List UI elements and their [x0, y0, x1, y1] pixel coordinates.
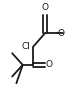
Text: O: O — [57, 29, 64, 38]
Text: O: O — [46, 60, 53, 69]
Text: Cl: Cl — [21, 42, 30, 51]
Text: O: O — [41, 3, 48, 13]
